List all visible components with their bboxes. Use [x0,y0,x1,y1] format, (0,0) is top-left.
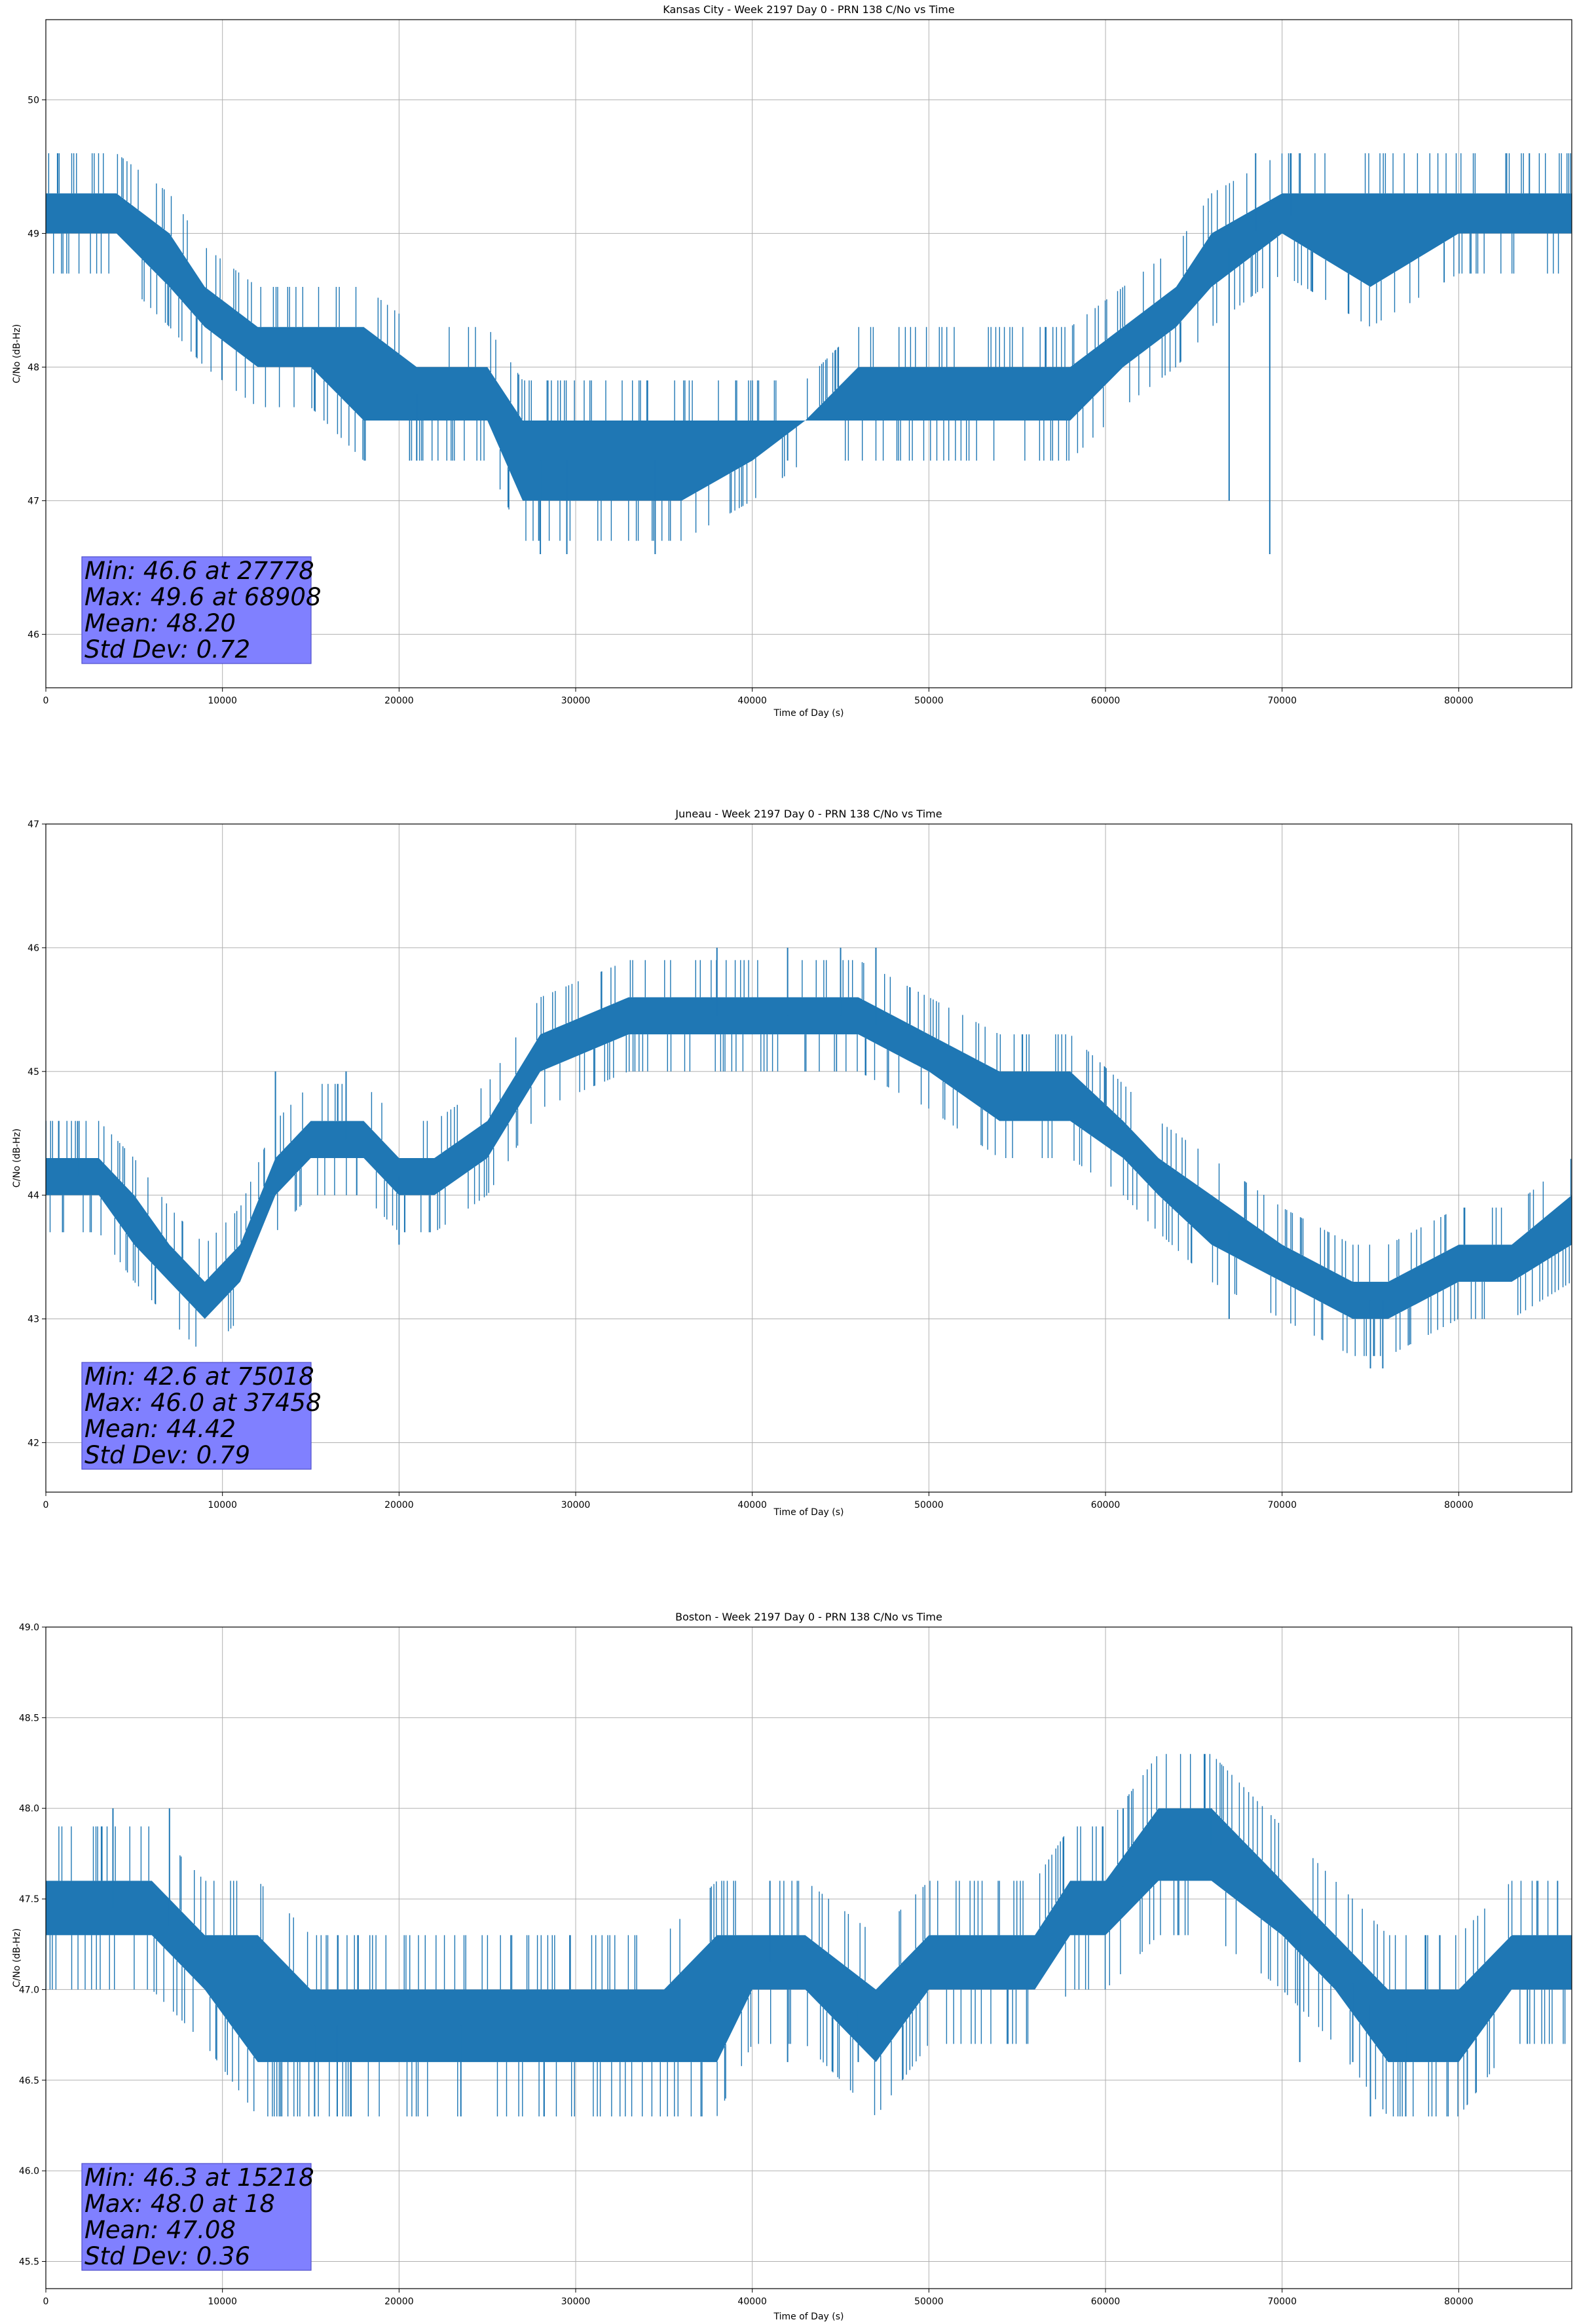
stats-min: Min: 46.3 at 15218 [84,2164,314,2192]
x-tick-label: 60000 [1091,2296,1121,2307]
chart-boston: Boston - Week 2197 Day 0 - PRN 138 C/No … [12,1611,1572,2322]
y-tick-label: 46.5 [19,2076,39,2086]
y-tick-label: 42 [28,1438,39,1448]
data-series [45,947,1572,1369]
x-tick-label: 70000 [1267,696,1297,706]
x-tick-label: 40000 [737,1500,767,1510]
stats-mean: Mean: 48.20 [84,609,236,637]
chart-title: Kansas City - Week 2197 Day 0 - PRN 138 … [663,3,954,16]
plot-frame [45,19,1572,688]
x-tick-label: 70000 [1267,2296,1297,2307]
x-tick-label: 10000 [208,696,237,706]
x-tick-label: 80000 [1444,1500,1474,1510]
y-tick-label: 48.5 [19,1713,39,1723]
x-tick-label: 20000 [384,696,414,706]
y-tick-label: 46 [28,943,39,954]
series-band [46,193,1572,501]
y-tick-label: 47.5 [19,1894,39,1905]
stats-min: Min: 42.6 at 75018 [84,1362,314,1391]
stats-box-background [81,2163,312,2271]
y-tick-label: 49 [28,229,39,239]
y-tick-label: 47.0 [19,1985,39,1995]
stats-mean: Mean: 44.42 [84,1415,236,1443]
x-tick-label: 50000 [914,1500,944,1510]
stats-mean: Mean: 47.08 [84,2216,236,2244]
y-tick-label: 46 [28,629,39,640]
stats-box-background [81,556,312,664]
x-tick-label: 70000 [1267,1500,1297,1510]
chart-juneau: Juneau - Week 2197 Day 0 - PRN 138 C/No … [12,808,1572,1518]
y-axis-label: C/No (dB-Hz) [12,1928,22,1987]
y-tick-label: 43 [28,1315,39,1325]
data-series [45,1753,1572,2117]
x-tick-label: 80000 [1444,2296,1474,2307]
y-tick-label: 50 [28,95,39,105]
series-band [46,997,1572,1319]
stats-std-dev: Std Dev: 0.36 [84,2242,250,2270]
stats-max: Max: 46.0 at 37458 [84,1389,322,1417]
y-axis-label: C/No (dB-Hz) [12,324,22,383]
x-tick-label: 40000 [737,2296,767,2307]
y-tick-label: 49.0 [19,1622,39,1633]
y-tick-label: 44 [28,1191,39,1201]
stats-max: Max: 48.0 at 18 [84,2190,275,2218]
chart-title: Boston - Week 2197 Day 0 - PRN 138 C/No … [675,1611,942,1623]
x-tick-label: 40000 [737,696,767,706]
x-axis-label: Time of Day (s) [773,2312,844,2322]
x-tick-label: 50000 [914,696,944,706]
x-tick-label: 0 [43,2296,49,2307]
stats-max: Max: 49.6 at 68908 [84,583,322,611]
data-series [46,153,1572,554]
x-tick-label: 0 [43,1500,49,1510]
y-tick-label: 47 [28,819,39,830]
y-tick-label: 48 [28,362,39,373]
x-tick-label: 50000 [914,2296,944,2307]
x-tick-label: 10000 [208,1500,237,1510]
stats-std-dev: Std Dev: 0.79 [84,1441,250,1469]
plot-frame [45,1626,1572,2289]
x-tick-label: 30000 [561,1500,591,1510]
y-tick-label: 45 [28,1067,39,1078]
y-axis-label: C/No (dB-Hz) [12,1129,22,1188]
y-tick-label: 45.5 [19,2257,39,2267]
y-tick-label: 48.0 [19,1804,39,1814]
x-tick-label: 30000 [561,696,591,706]
x-tick-label: 60000 [1091,1500,1121,1510]
y-tick-label: 47 [28,496,39,506]
x-tick-label: 20000 [384,2296,414,2307]
x-tick-label: 20000 [384,1500,414,1510]
x-tick-label: 60000 [1091,696,1121,706]
chart-title: Juneau - Week 2197 Day 0 - PRN 138 C/No … [675,808,942,820]
series-jitter [48,153,1571,541]
x-axis-label: Time of Day (s) [773,1507,844,1518]
series-band [46,1808,1572,2063]
stats-box-background [81,1362,312,1470]
x-tick-label: 10000 [208,2296,237,2307]
x-axis-label: Time of Day (s) [773,708,844,719]
stats-min: Min: 46.6 at 27778 [84,557,314,585]
x-tick-label: 30000 [561,2296,591,2307]
x-tick-label: 80000 [1444,696,1474,706]
x-tick-label: 0 [43,696,49,706]
plot-frame [45,823,1572,1493]
stats-std-dev: Std Dev: 0.72 [84,635,250,664]
chart-kansas-city: Kansas City - Week 2197 Day 0 - PRN 138 … [12,3,1572,719]
y-tick-label: 46.0 [19,2166,39,2177]
